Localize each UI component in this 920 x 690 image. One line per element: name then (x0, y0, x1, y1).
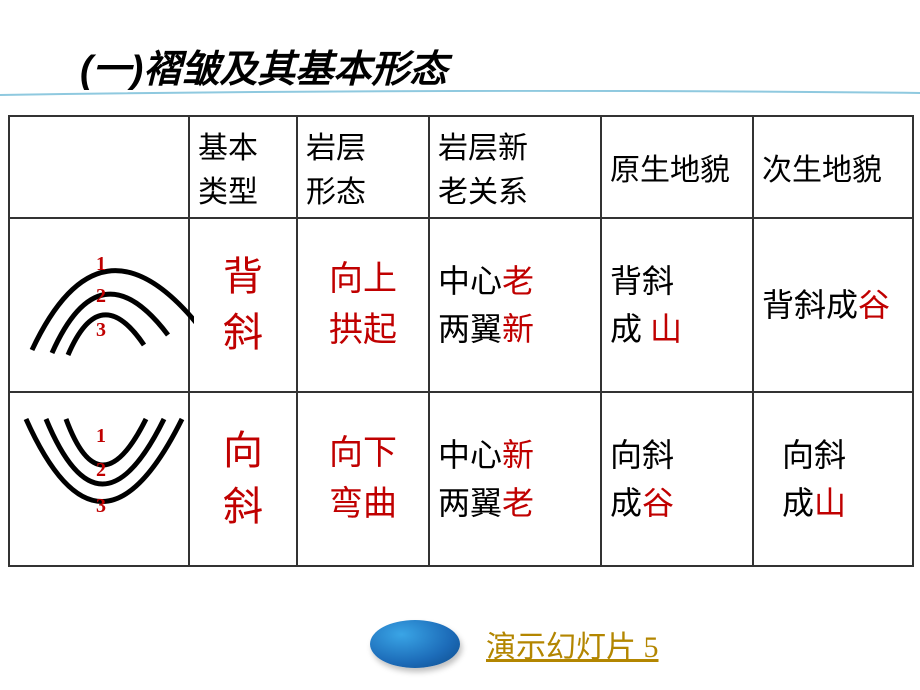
layer-num-1: 1 (90, 253, 112, 276)
header-secondary: 次生地貌 (753, 116, 913, 218)
syncline-secondary: 向斜 成山 (753, 392, 913, 566)
slide-link[interactable]: 演示幻灯片 5 (486, 622, 659, 666)
header-diagram (9, 116, 189, 218)
page-title: (一)褶皱及其基本形态 (80, 38, 447, 93)
fold-table: 基本 类型 岩层 形态 岩层新 老关系 原生地貌 次生地貌 1 2 3 背斜 向… (8, 115, 912, 567)
syncline-shape: 向下 弯曲 (297, 392, 429, 566)
anticline-type: 背斜 (189, 218, 297, 392)
layer-num-3: 3 (90, 319, 112, 342)
header-shape: 岩层 形态 (297, 116, 429, 218)
syncline-primary: 向斜 成谷 (601, 392, 753, 566)
anticline-shape: 向上 拱起 (297, 218, 429, 392)
footer: 演示幻灯片 5 (370, 620, 659, 668)
layer-num-1b: 1 (90, 425, 112, 448)
layer-num-2b: 2 (90, 459, 112, 482)
layer-num-2: 2 (90, 285, 112, 308)
syncline-row: 1 2 3 向斜 向下 弯曲 中心新 两翼老 向斜 成谷 向斜 成山 (9, 392, 913, 566)
anticline-secondary: 背斜成谷 (753, 218, 913, 392)
syncline-diagram: 1 2 3 (9, 392, 189, 566)
anticline-row: 1 2 3 背斜 向上 拱起 中心老 两翼新 背斜 成 山 背斜成谷 (9, 218, 913, 392)
anticline-diagram: 1 2 3 (9, 218, 189, 392)
syncline-type: 向斜 (189, 392, 297, 566)
anticline-relation: 中心老 两翼新 (429, 218, 601, 392)
layer-num-3b: 3 (90, 495, 112, 518)
header-relation: 岩层新 老关系 (429, 116, 601, 218)
nav-ellipse-button[interactable] (370, 620, 460, 668)
anticline-primary: 背斜 成 山 (601, 218, 753, 392)
header-primary: 原生地貌 (601, 116, 753, 218)
header-row: 基本 类型 岩层 形态 岩层新 老关系 原生地貌 次生地貌 (9, 116, 913, 218)
header-type: 基本 类型 (189, 116, 297, 218)
syncline-relation: 中心新 两翼老 (429, 392, 601, 566)
